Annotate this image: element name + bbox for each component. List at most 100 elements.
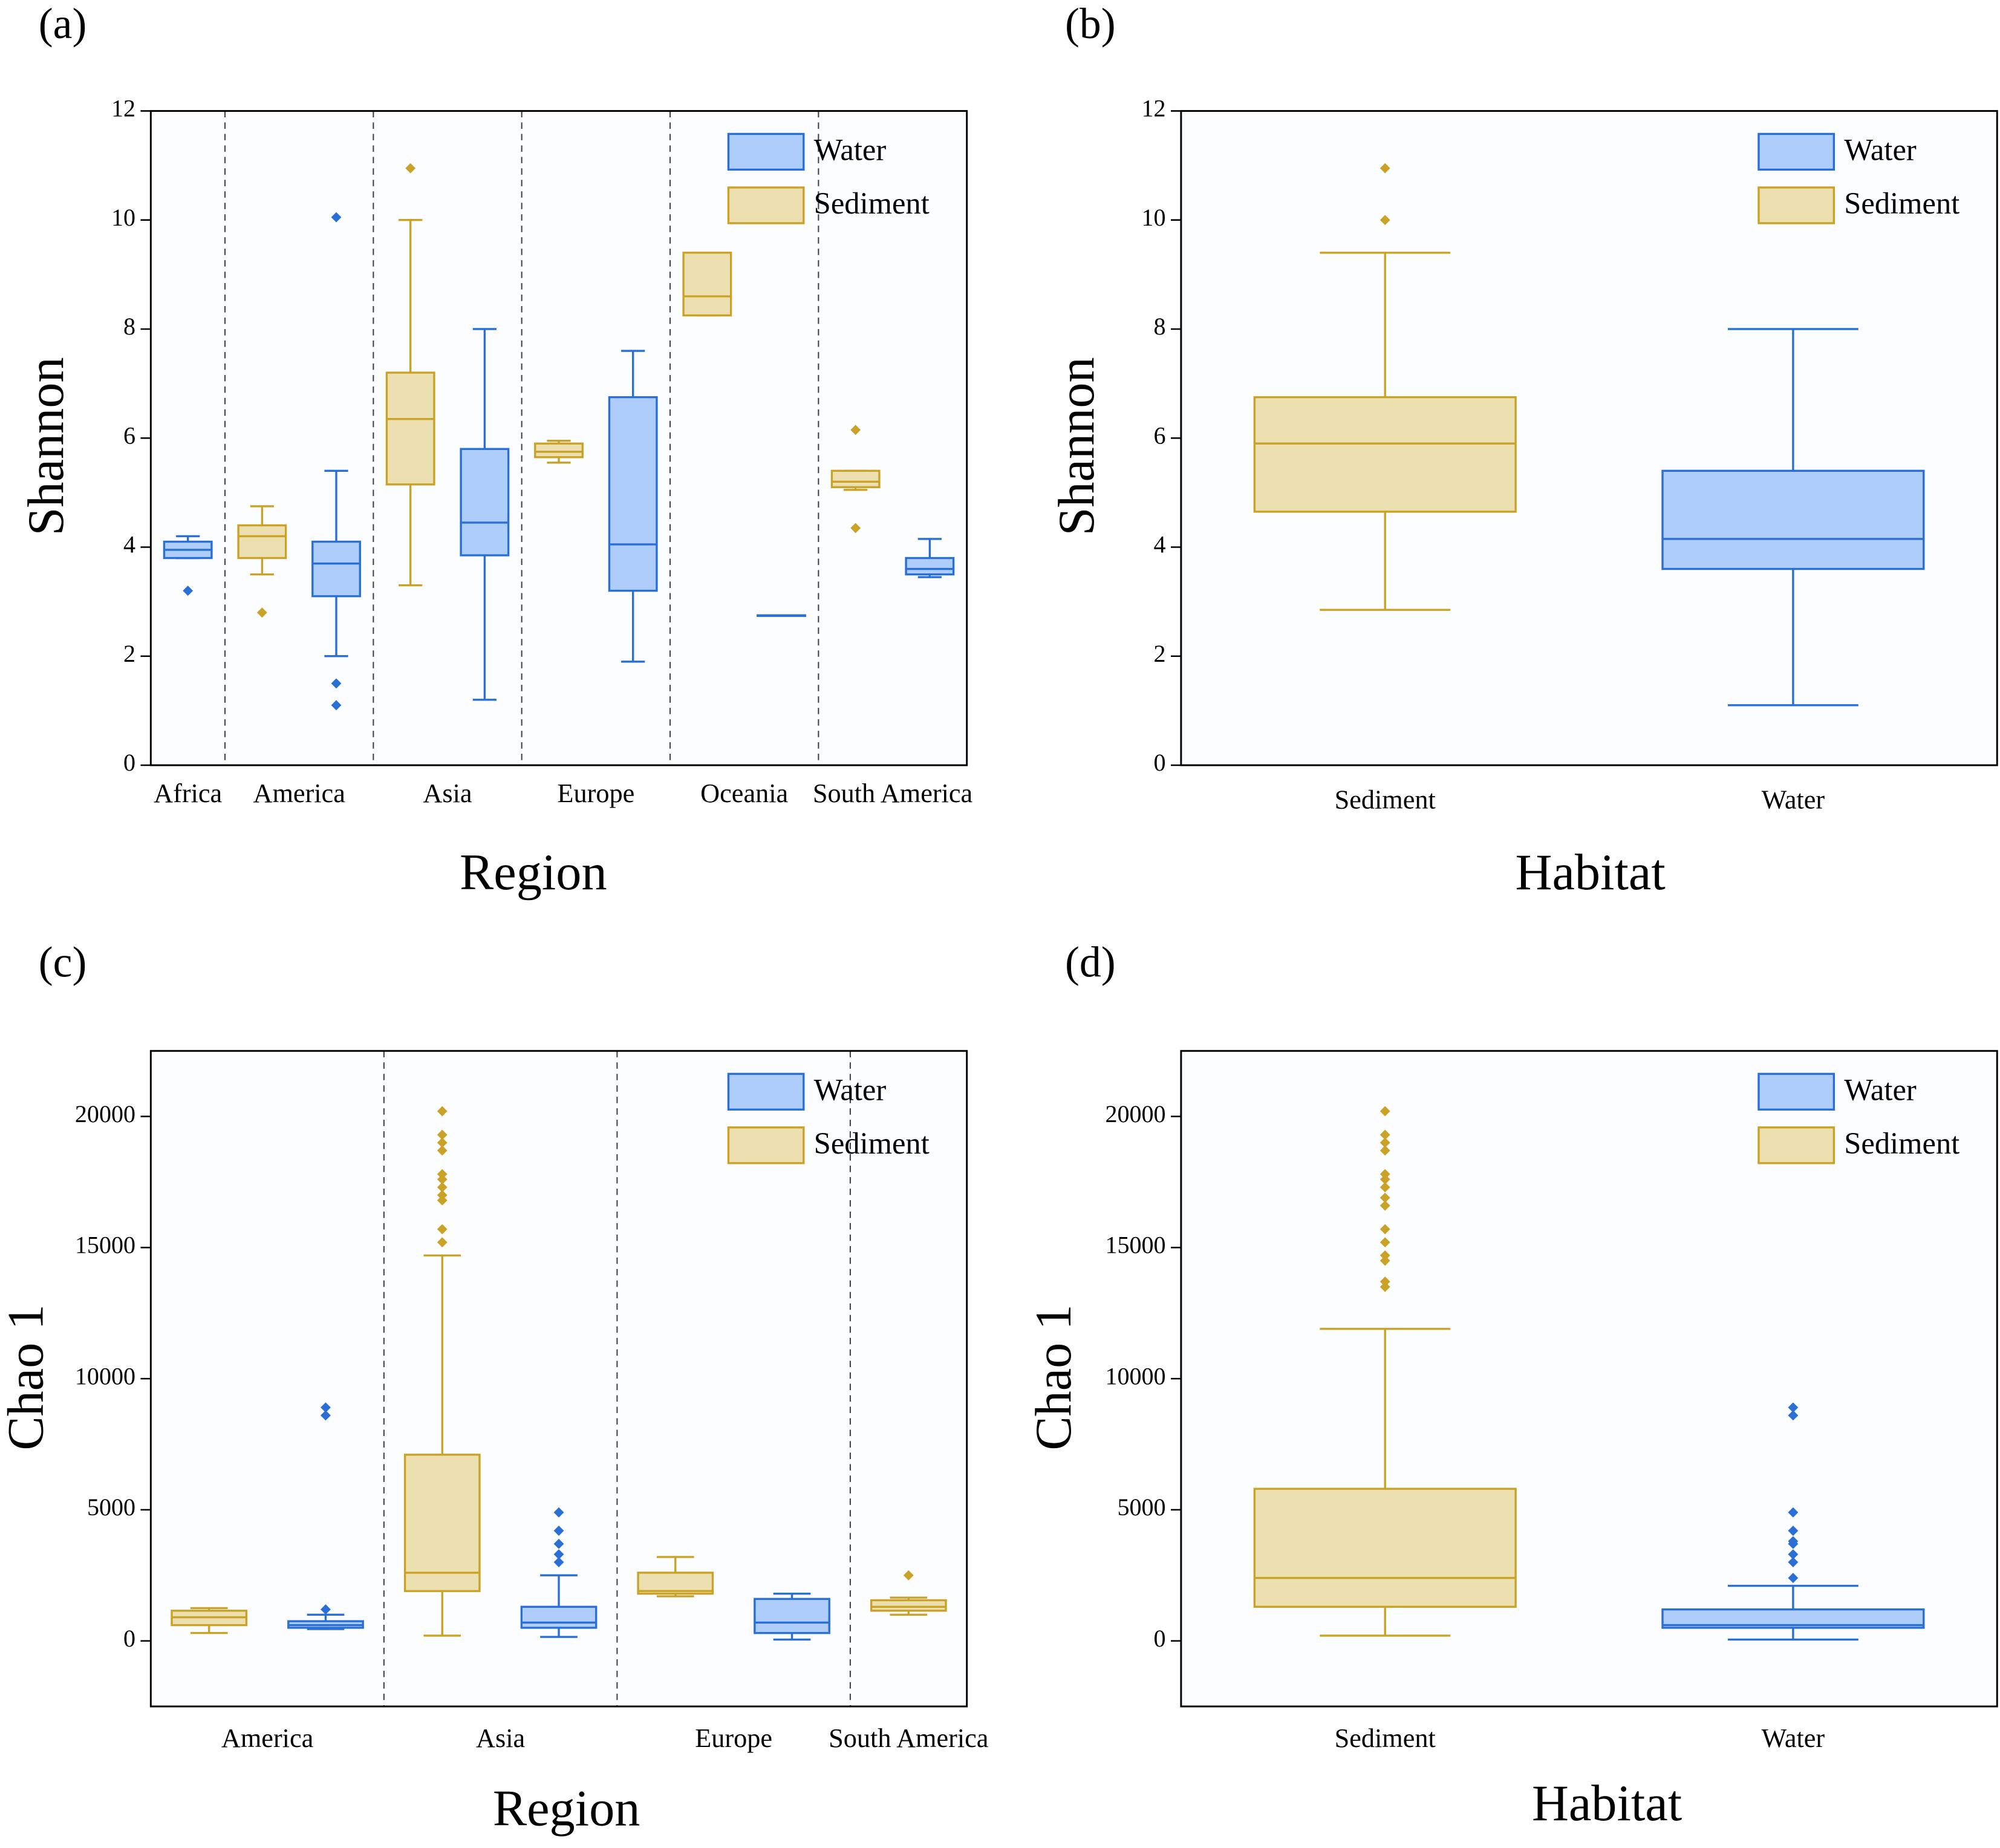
box bbox=[754, 1598, 830, 1634]
box bbox=[1253, 396, 1517, 513]
outlier bbox=[1379, 1137, 1390, 1148]
x-tick-label: Asia bbox=[423, 779, 472, 808]
box bbox=[682, 252, 732, 317]
y-tick-label: 20000 bbox=[75, 1100, 135, 1128]
y-tick-label: 4 bbox=[1154, 531, 1166, 558]
y-tick-label: 4 bbox=[123, 531, 135, 558]
legend-swatch bbox=[1757, 132, 1836, 171]
box bbox=[1661, 469, 1925, 570]
x-tick-label: Asia bbox=[476, 1723, 525, 1753]
y-tick-label: 20000 bbox=[1105, 1100, 1165, 1128]
y-tick-label: 6 bbox=[1154, 422, 1166, 449]
outlier bbox=[1788, 1557, 1799, 1567]
outlier bbox=[1788, 1507, 1799, 1518]
plot-frame bbox=[1180, 109, 1998, 766]
box bbox=[520, 1605, 598, 1629]
x-tick-label: Sediment bbox=[1335, 785, 1436, 814]
outlier bbox=[1379, 1182, 1390, 1193]
y-tick-label: 0 bbox=[123, 1625, 135, 1652]
y-tick-label: 0 bbox=[1154, 749, 1166, 776]
x-tick-label: South America bbox=[813, 779, 973, 808]
legend-swatch bbox=[1757, 1126, 1836, 1164]
box bbox=[460, 448, 510, 557]
box bbox=[534, 442, 584, 459]
y-tick-label: 2 bbox=[1154, 640, 1166, 667]
y-tick-label: 0 bbox=[1154, 1625, 1166, 1652]
legend-label: Sediment bbox=[1844, 1126, 1959, 1160]
x-tick-label: Europe bbox=[695, 1723, 772, 1753]
outlier bbox=[1379, 1237, 1390, 1248]
x-tick-label: Oceania bbox=[700, 779, 788, 808]
y-tick-label: 15000 bbox=[1105, 1232, 1165, 1259]
legend-label: Water bbox=[1844, 1073, 1917, 1106]
legend-swatch bbox=[727, 1073, 805, 1111]
y-tick-label: 12 bbox=[1142, 95, 1166, 122]
y-axis-label: Chao 1 bbox=[1026, 1304, 1082, 1450]
outlier bbox=[1379, 1281, 1390, 1292]
plot-background bbox=[151, 111, 967, 766]
legend-label: Water bbox=[814, 1073, 887, 1106]
box bbox=[1253, 1487, 1517, 1608]
panel-label: (b) bbox=[1065, 0, 1116, 48]
panel-label: (d) bbox=[1065, 938, 1116, 987]
outlier bbox=[1379, 1276, 1390, 1287]
y-axis-label: Shannon bbox=[1049, 357, 1105, 535]
plot-frame bbox=[149, 1050, 968, 1708]
y-tick-label: 15000 bbox=[75, 1232, 135, 1259]
box bbox=[870, 1599, 947, 1612]
outlier bbox=[1788, 1402, 1799, 1413]
outlier bbox=[1788, 1549, 1799, 1559]
y-tick-label: 8 bbox=[1154, 313, 1166, 340]
outlier bbox=[553, 1549, 564, 1559]
x-tick-label: Africa bbox=[154, 779, 222, 808]
box bbox=[830, 469, 881, 489]
x-tick-label: Europe bbox=[557, 779, 634, 808]
legend-label: Sediment bbox=[814, 186, 930, 220]
box bbox=[905, 557, 955, 576]
x-axis-label: Habitat bbox=[1532, 1775, 1682, 1832]
outlier bbox=[1379, 1169, 1390, 1180]
outlier bbox=[256, 607, 267, 618]
y-tick-label: 10 bbox=[111, 204, 135, 231]
panel-label: (a) bbox=[39, 0, 87, 48]
box bbox=[311, 540, 361, 598]
x-tick-label: Water bbox=[1762, 785, 1825, 814]
x-axis-label: Habitat bbox=[1516, 844, 1666, 901]
outlier bbox=[1379, 1255, 1390, 1266]
legend-label: Sediment bbox=[1844, 186, 1959, 220]
plot-frame bbox=[1180, 1050, 1998, 1708]
outlier bbox=[1379, 1145, 1390, 1156]
outlier bbox=[331, 678, 342, 689]
x-tick-label: America bbox=[221, 1723, 314, 1753]
legend-swatch bbox=[1757, 1073, 1836, 1111]
y-tick-label: 0 bbox=[123, 749, 135, 776]
x-tick-label: South America bbox=[829, 1723, 989, 1753]
plot-frame bbox=[149, 109, 968, 766]
outlier bbox=[1788, 1410, 1799, 1421]
legend-label: Sediment bbox=[814, 1126, 930, 1160]
box bbox=[608, 396, 658, 592]
y-tick-label: 2 bbox=[123, 640, 135, 667]
y-tick-label: 6 bbox=[123, 422, 135, 449]
outlier bbox=[1379, 1200, 1390, 1211]
box bbox=[403, 1454, 481, 1592]
legend-swatch bbox=[727, 186, 805, 224]
legend-label: Water bbox=[814, 133, 887, 167]
outlier bbox=[1379, 215, 1390, 226]
y-axis-label: Shannon bbox=[18, 357, 74, 535]
y-tick-label: 10 bbox=[1142, 204, 1166, 231]
panel-label: (c) bbox=[39, 938, 87, 987]
outlier bbox=[331, 700, 342, 711]
outlier bbox=[1788, 1526, 1799, 1536]
outlier bbox=[1379, 163, 1390, 174]
box bbox=[385, 371, 435, 486]
legend-label: Water bbox=[1844, 133, 1917, 167]
outlier bbox=[1379, 1250, 1390, 1261]
y-axis-label: Chao 1 bbox=[0, 1304, 54, 1450]
x-axis-label: Region bbox=[493, 1780, 640, 1837]
y-tick-label: 12 bbox=[111, 95, 135, 122]
x-tick-label: Sediment bbox=[1335, 1723, 1436, 1753]
legend-swatch bbox=[727, 1126, 805, 1164]
legend-swatch bbox=[1757, 186, 1836, 224]
